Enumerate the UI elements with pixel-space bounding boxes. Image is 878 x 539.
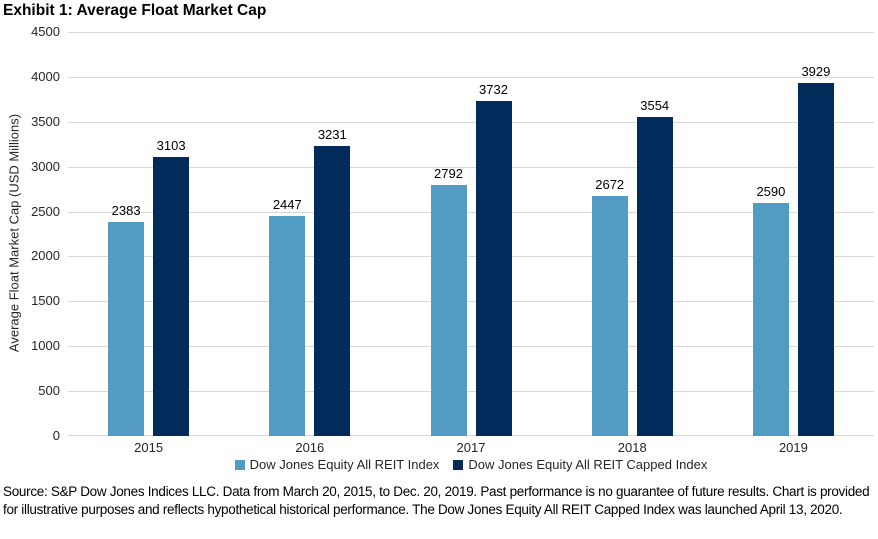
bar xyxy=(636,116,673,436)
y-tick-label: 2500 xyxy=(31,203,60,219)
legend: Dow Jones Equity All REIT Index Dow Jones… xyxy=(68,457,874,472)
bar-value-label: 3231 xyxy=(317,126,347,142)
bar-value-label: 2672 xyxy=(595,177,625,193)
x-tick-label: 2016 xyxy=(295,440,325,455)
bar-column: 2792 xyxy=(430,32,467,436)
bar-value-label: 2590 xyxy=(756,184,786,200)
bar xyxy=(752,203,789,436)
y-axis-tick-labels: 0 500 1000 1500 2000 2500 3000 3500 4000 4500 xyxy=(0,24,60,443)
gridline xyxy=(68,301,874,302)
bar-column: 2383 xyxy=(108,32,145,436)
bar-groups: 2383 3103 2447 3231 2792 3732 2672 3554 2590 3929 xyxy=(68,32,874,436)
bar-column: 2672 xyxy=(591,32,628,436)
bar xyxy=(591,196,628,436)
bar-value-label: 2792 xyxy=(434,166,463,182)
gridline xyxy=(68,256,874,257)
bar-column: 3732 xyxy=(475,32,512,436)
bar-group: 2672 3554 xyxy=(552,32,713,436)
gridline xyxy=(68,32,874,33)
y-tick-label: 1000 xyxy=(31,338,60,354)
bar-value-label: 2383 xyxy=(111,203,141,219)
gridline xyxy=(68,77,874,78)
x-tick-label: 2018 xyxy=(617,440,647,455)
bar-group: 2447 3231 xyxy=(229,32,390,436)
x-tick-label: 2015 xyxy=(134,440,164,455)
legend-label: Dow Jones Equity All REIT Index xyxy=(249,457,440,472)
gridline xyxy=(68,122,874,123)
bar-column: 2447 xyxy=(269,32,306,436)
bar xyxy=(797,83,834,436)
bar-column: 3929 xyxy=(797,32,834,436)
bar-column: 3554 xyxy=(636,32,673,436)
legend-swatch-icon xyxy=(234,459,245,470)
gridline xyxy=(68,212,874,213)
plot-area: 2383 3103 2447 3231 2792 3732 2672 3554 2590 3929 xyxy=(68,32,874,436)
y-tick-label: 3000 xyxy=(31,158,60,174)
bar-group: 2792 3732 xyxy=(390,32,551,436)
legend-swatch-icon xyxy=(453,459,464,470)
bar-column: 2590 xyxy=(752,32,789,436)
gridline xyxy=(68,391,874,392)
gridline xyxy=(68,346,874,347)
y-tick-label: 4500 xyxy=(31,24,60,39)
gridline xyxy=(68,435,874,436)
bar-column: 3231 xyxy=(314,32,351,436)
bar xyxy=(108,222,145,436)
legend-label: Dow Jones Equity All REIT Capped Index xyxy=(468,457,708,472)
x-tick-label: 2017 xyxy=(456,440,486,455)
bar-value-label: 3929 xyxy=(801,64,831,80)
y-tick-label: 500 xyxy=(38,383,60,399)
source-note: Source: S&P Dow Jones Indices LLC. Data … xyxy=(3,484,870,517)
legend-item: Dow Jones Equity All REIT Capped Index xyxy=(453,457,707,472)
bar xyxy=(269,216,306,436)
y-tick-label: 1500 xyxy=(31,293,60,309)
bar-value-label: 3103 xyxy=(156,138,186,154)
bar xyxy=(430,185,467,436)
chart-title: Exhibit 1: Average Float Market Cap xyxy=(3,2,267,19)
bar-group: 2383 3103 xyxy=(68,32,229,436)
legend-item: Dow Jones Equity All REIT Index xyxy=(234,457,440,472)
bar xyxy=(314,145,351,436)
y-tick-label: 3500 xyxy=(31,113,60,129)
bar-group: 2590 3929 xyxy=(713,32,874,436)
bar-column: 3103 xyxy=(153,32,190,436)
bar-value-label: 3554 xyxy=(640,97,670,113)
bar xyxy=(153,157,190,436)
bar xyxy=(475,100,512,436)
y-tick-label: 2000 xyxy=(31,248,60,264)
y-tick-label: 0 xyxy=(52,428,60,443)
y-tick-label: 4000 xyxy=(31,68,60,84)
bar-value-label: 3732 xyxy=(479,81,508,97)
x-tick-label: 2019 xyxy=(778,440,808,455)
gridline xyxy=(68,167,874,168)
bar-value-label: 2447 xyxy=(272,197,302,213)
x-axis-tick-labels: 2015 2016 2017 2018 2019 xyxy=(68,440,874,455)
